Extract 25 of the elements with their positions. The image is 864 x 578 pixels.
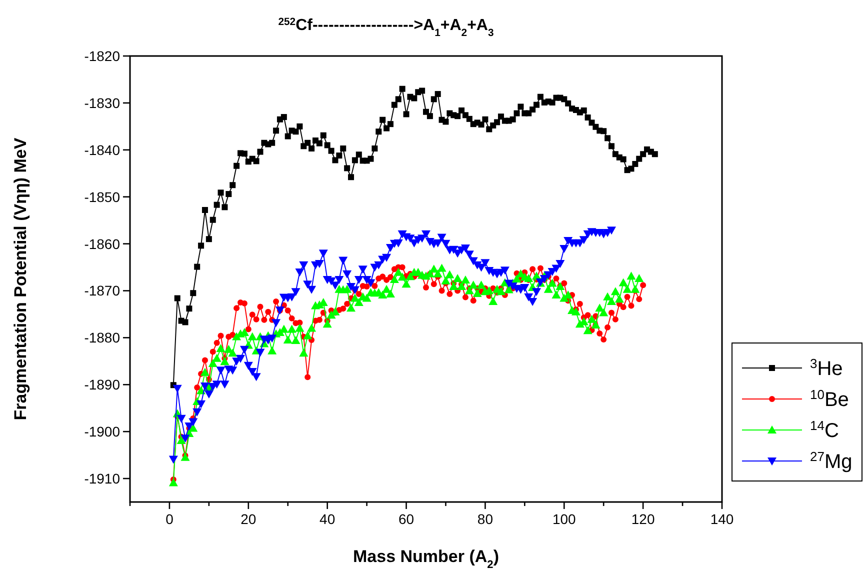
y-tick-label: -1900 (84, 424, 120, 440)
legend-label: $^{14}$C (810, 418, 839, 442)
y-tick-label: -1850 (84, 188, 120, 205)
x-tick-label: 80 (477, 511, 494, 527)
y-tick-label: -1870 (84, 282, 120, 299)
legend-label: $^{10}$Be (810, 386, 849, 411)
legend-label: $^{27}$Mg (810, 448, 852, 473)
x-tick-label: 0 (166, 511, 174, 527)
y-tick-label: -1910 (84, 470, 120, 487)
x-tick-label: 120 (631, 511, 655, 527)
y-tick-label: -1890 (84, 376, 120, 393)
y-tick-label: -1860 (84, 236, 120, 252)
y-tick-label: -1840 (84, 142, 120, 158)
x-tick-label: 140 (710, 511, 734, 527)
y-axis-title: Fragmentation Potential (Vηη) MeV (11, 137, 30, 420)
x-tick-label: 40 (320, 511, 336, 527)
x-tick-label: 100 (552, 511, 576, 527)
y-tick-label: -1880 (84, 330, 120, 346)
x-axis-title: Mass Number (A$_{2}$) (353, 547, 499, 571)
x-tick-label: 20 (240, 511, 256, 527)
y-tick-label: -1820 (84, 48, 120, 64)
y-tick-label: -1830 (84, 94, 120, 111)
x-tick-label: 60 (398, 511, 414, 527)
legend-label: $^{3}$He (810, 356, 843, 380)
chart-title: $^{252}$Cf------------------->A$_{1}$+A$_{2}$+A$_{3}$ (278, 16, 494, 38)
